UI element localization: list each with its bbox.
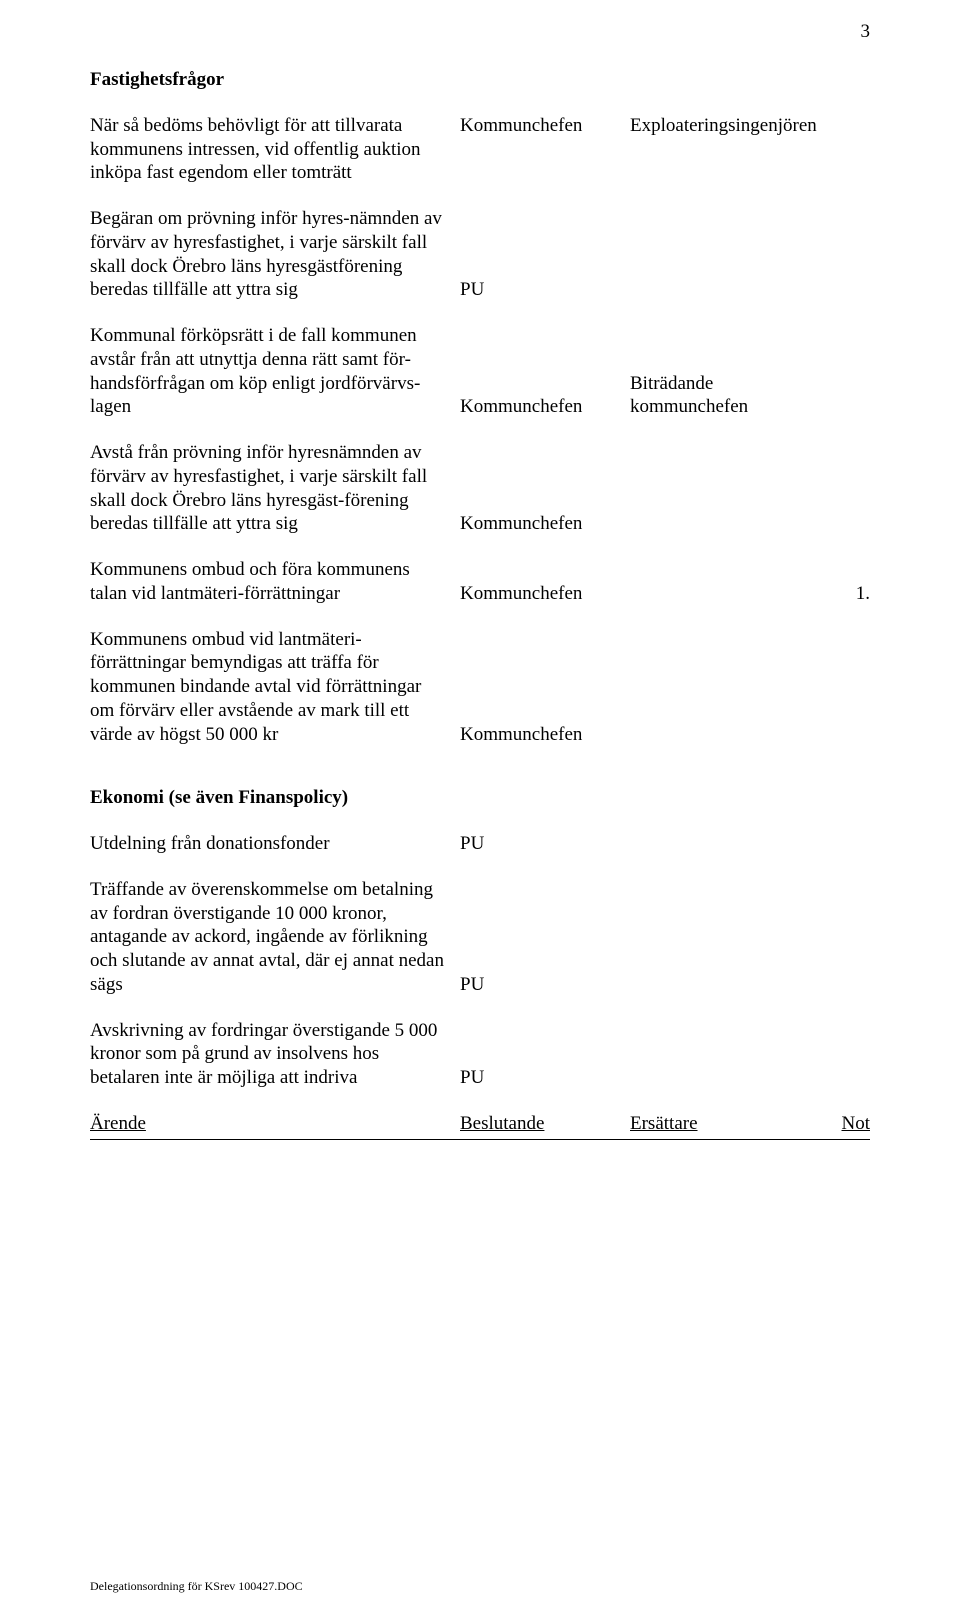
section-heading-fastighet: Fastighetsfrågor	[90, 68, 870, 92]
column-header-not: Not	[835, 1112, 870, 1136]
cell-beslut: Kommunchefen	[460, 395, 630, 419]
column-header-arende: Ärende	[90, 1112, 460, 1136]
table-row: När så bedöms behövligt för att tillvara…	[90, 114, 870, 185]
table-row: Begäran om prövning inför hyres-nämnden …	[90, 207, 870, 302]
document-footer-filename: Delegationsordning för KSrev 100427.DOC	[90, 1579, 303, 1594]
cell-not: 1.	[835, 582, 870, 606]
cell-ersatt: Exploateringsingenjören	[630, 114, 835, 138]
table-row: Avstå från prövning inför hyresnämnden a…	[90, 441, 870, 536]
cell-beslut: Kommunchefen	[460, 512, 630, 536]
cell-beslut: PU	[460, 832, 630, 856]
cell-beslut: Kommunchefen	[460, 582, 630, 606]
column-header-beslutande: Beslutande	[460, 1112, 630, 1136]
table-row: Avskrivning av fordringar överstigande 5…	[90, 1019, 870, 1090]
cell-desc: Kommunens ombud vid lantmäteri-förrättni…	[90, 628, 460, 747]
cell-desc: Träffande av överenskommelse om betalnin…	[90, 878, 460, 997]
cell-beslut: PU	[460, 278, 630, 302]
column-header-row: Ärende Beslutande Ersättare Not	[90, 1112, 870, 1140]
section-heading-ekonomi: Ekonomi (se även Finanspolicy)	[90, 786, 870, 810]
cell-desc: Avstå från prövning inför hyresnämnden a…	[90, 441, 460, 536]
cell-beslut: PU	[460, 973, 630, 997]
cell-beslut: Kommunchefen	[460, 723, 630, 747]
table-row: Utdelning från donationsfonder PU	[90, 832, 870, 856]
cell-beslut: PU	[460, 1066, 630, 1090]
document-page: 3 Fastighetsfrågor När så bedöms behövli…	[0, 0, 960, 1180]
cell-desc: Avskrivning av fordringar överstigande 5…	[90, 1019, 460, 1090]
cell-desc: Kommunal förköpsrätt i de fall kommunen …	[90, 324, 460, 419]
column-header-ersattare: Ersättare	[630, 1112, 835, 1136]
page-number: 3	[861, 20, 871, 44]
cell-desc: När så bedöms behövligt för att tillvara…	[90, 114, 460, 185]
table-row: Kommunal förköpsrätt i de fall kommunen …	[90, 324, 870, 419]
cell-ersatt: Biträdande kommunchefen	[630, 372, 835, 420]
table-row: Träffande av överenskommelse om betalnin…	[90, 878, 870, 997]
cell-desc: Utdelning från donationsfonder	[90, 832, 460, 856]
cell-desc: Kommunens ombud och föra kommunens talan…	[90, 558, 460, 606]
cell-beslut: Kommunchefen	[460, 114, 630, 138]
table-row: Kommunens ombud vid lantmäteri-förrättni…	[90, 628, 870, 747]
table-row: Kommunens ombud och föra kommunens talan…	[90, 558, 870, 606]
cell-desc: Begäran om prövning inför hyres-nämnden …	[90, 207, 460, 302]
